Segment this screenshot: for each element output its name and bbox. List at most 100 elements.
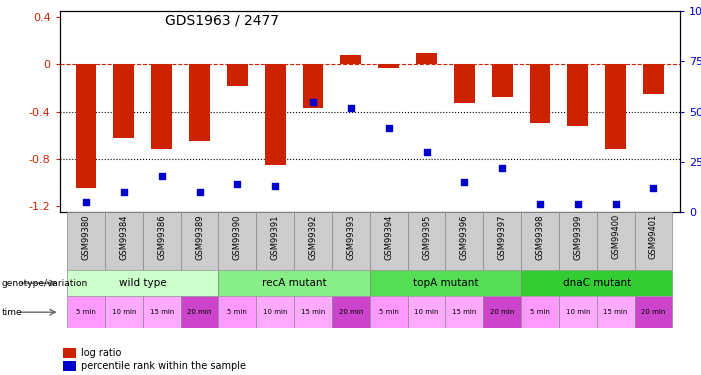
Bar [370, 270, 521, 296]
Point [421, 148, 432, 154]
Point [270, 183, 281, 189]
Point [458, 179, 470, 185]
Text: GSM99396: GSM99396 [460, 214, 469, 260]
Text: 10 min: 10 min [263, 309, 287, 315]
Text: GSM99384: GSM99384 [119, 214, 128, 260]
Bar [521, 270, 672, 296]
Text: 20 min: 20 min [187, 309, 212, 315]
Text: GSM99397: GSM99397 [498, 214, 507, 260]
Text: 20 min: 20 min [641, 309, 666, 315]
Bar [559, 296, 597, 328]
Point [610, 201, 621, 207]
Bar [143, 212, 181, 270]
Bar [416, 53, 437, 64]
Text: percentile rank within the sample: percentile rank within the sample [81, 362, 246, 371]
Text: 20 min: 20 min [490, 309, 515, 315]
Point [308, 99, 319, 105]
Bar [219, 270, 370, 296]
Point [534, 201, 545, 207]
Text: GSM99400: GSM99400 [611, 214, 620, 260]
Bar [559, 212, 597, 270]
Bar [370, 212, 407, 270]
Bar [521, 212, 559, 270]
Point [194, 189, 205, 195]
Bar [445, 296, 483, 328]
Text: genotype/variation: genotype/variation [1, 279, 88, 288]
Text: GSM99391: GSM99391 [271, 214, 280, 260]
Bar [634, 212, 672, 270]
Bar [454, 64, 475, 103]
Text: 15 min: 15 min [301, 309, 325, 315]
Text: GSM99386: GSM99386 [157, 214, 166, 260]
Bar [67, 212, 105, 270]
Bar [265, 64, 285, 165]
Bar [521, 296, 559, 328]
Bar [294, 296, 332, 328]
Bar [67, 270, 219, 296]
Text: GSM99390: GSM99390 [233, 214, 242, 260]
Text: 20 min: 20 min [339, 309, 363, 315]
Bar [143, 296, 181, 328]
Text: GSM99399: GSM99399 [573, 214, 583, 260]
Bar [332, 296, 370, 328]
Bar [605, 64, 626, 149]
Point [81, 199, 92, 205]
Bar [76, 64, 97, 188]
Text: 5 min: 5 min [227, 309, 247, 315]
Text: 10 min: 10 min [111, 309, 136, 315]
Bar [407, 296, 445, 328]
Text: 15 min: 15 min [452, 309, 477, 315]
Text: recA mutant: recA mutant [261, 278, 327, 288]
Bar [114, 64, 135, 138]
Bar [483, 296, 521, 328]
Bar [257, 296, 294, 328]
Bar [634, 296, 672, 328]
Text: GSM99392: GSM99392 [308, 214, 318, 260]
Bar [597, 296, 634, 328]
Text: GSM99394: GSM99394 [384, 214, 393, 260]
Bar [483, 212, 521, 270]
Bar [227, 64, 247, 86]
Text: 10 min: 10 min [414, 309, 439, 315]
Text: log ratio: log ratio [81, 348, 122, 358]
Text: GSM99401: GSM99401 [649, 214, 658, 260]
Bar [219, 296, 257, 328]
Text: wild type: wild type [119, 278, 167, 288]
Bar [181, 296, 219, 328]
Text: topA mutant: topA mutant [413, 278, 478, 288]
Point [118, 189, 130, 195]
Text: GSM99389: GSM99389 [195, 214, 204, 260]
Bar [341, 55, 361, 64]
Bar [529, 64, 550, 123]
Bar [597, 212, 634, 270]
Point [346, 105, 357, 111]
Text: GSM99393: GSM99393 [346, 214, 355, 260]
Point [572, 201, 583, 207]
Bar [379, 64, 399, 68]
Bar [189, 64, 210, 141]
Point [383, 124, 394, 130]
Text: 15 min: 15 min [604, 309, 628, 315]
Bar [294, 212, 332, 270]
Bar [643, 64, 664, 94]
Text: 5 min: 5 min [76, 309, 96, 315]
Bar [105, 212, 143, 270]
Bar [151, 64, 172, 149]
Text: 15 min: 15 min [149, 309, 174, 315]
Bar [407, 212, 445, 270]
Bar [67, 296, 105, 328]
Text: 10 min: 10 min [566, 309, 590, 315]
Text: time: time [1, 308, 22, 316]
Bar [492, 64, 512, 98]
Text: GSM99395: GSM99395 [422, 214, 431, 260]
Text: dnaC mutant: dnaC mutant [563, 278, 631, 288]
Point [648, 185, 659, 191]
Bar [105, 296, 143, 328]
Bar [567, 64, 588, 126]
Text: 5 min: 5 min [379, 309, 399, 315]
Text: 5 min: 5 min [530, 309, 550, 315]
Text: GSM99380: GSM99380 [81, 214, 90, 260]
Bar [445, 212, 483, 270]
Text: GSM99398: GSM99398 [536, 214, 545, 260]
Bar [181, 212, 219, 270]
